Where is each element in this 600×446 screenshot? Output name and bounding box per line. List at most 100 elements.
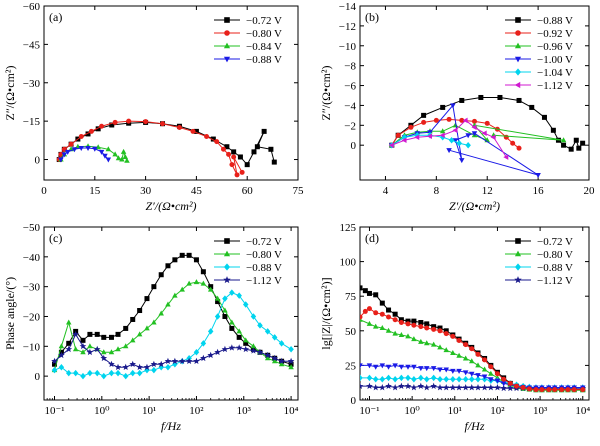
data-point [221, 345, 229, 353]
data-point [423, 384, 431, 391]
data-point [271, 334, 278, 341]
legend-marker [223, 56, 231, 63]
data-point [550, 127, 556, 133]
data-point [398, 364, 405, 370]
data-point [366, 363, 373, 369]
data-point [462, 117, 468, 124]
data-point [88, 128, 94, 134]
legend-label: −1.04 V [537, 67, 573, 79]
panel-label: (b) [365, 10, 379, 24]
data-point [430, 341, 437, 347]
data-point [144, 325, 150, 331]
data-point [450, 375, 456, 383]
data-point [459, 97, 465, 103]
legend-marker [514, 56, 522, 63]
y-tick-label: 125 [340, 222, 357, 234]
data-point [469, 358, 475, 364]
data-point [450, 103, 456, 109]
data-point [264, 355, 271, 361]
data-point [98, 149, 105, 155]
data-point [151, 284, 157, 290]
data-point [126, 118, 132, 124]
data-point [450, 349, 456, 355]
data-point [372, 375, 379, 383]
data-point [129, 369, 136, 377]
y-tick-label: −10 [23, 341, 41, 353]
data-point [129, 360, 137, 368]
data-point [385, 327, 392, 333]
data-point [278, 357, 285, 365]
data-point [137, 308, 143, 314]
data-point [378, 384, 386, 391]
data-point [398, 331, 405, 337]
data-point [72, 330, 79, 338]
data-point [392, 317, 398, 323]
legend-label: −1.00 V [537, 54, 573, 66]
data-point [229, 162, 235, 168]
data-point [488, 377, 494, 383]
data-point [179, 286, 185, 292]
data-point [503, 134, 509, 140]
data-point [379, 375, 386, 383]
data-point [288, 364, 294, 370]
data-point [366, 320, 373, 326]
x-tick-label: 4 [383, 185, 389, 197]
data-point [437, 325, 443, 331]
panel-label: (c) [49, 231, 62, 245]
data-point [171, 357, 179, 365]
data-point [385, 374, 392, 382]
data-point [360, 382, 364, 389]
data-point [478, 94, 484, 100]
data-point [560, 137, 567, 143]
legend-marker [515, 238, 521, 244]
data-point [165, 301, 171, 307]
data-point [529, 104, 535, 110]
series-line [54, 292, 292, 377]
data-point [392, 330, 398, 336]
data-point [207, 328, 214, 335]
y-tick-label: 50 [345, 326, 357, 338]
data-point [475, 373, 481, 379]
data-point [92, 146, 98, 152]
data-point [222, 313, 228, 319]
series-group [56, 118, 277, 178]
legend-marker [515, 30, 521, 36]
data-point [421, 119, 427, 125]
data-point [172, 257, 178, 263]
data-point [514, 383, 520, 389]
data-point [546, 387, 552, 393]
data-point [520, 385, 526, 391]
x-axis-label: f/Hz [161, 419, 181, 433]
legend-marker [224, 30, 230, 36]
y-tick-label: 0 [35, 371, 41, 383]
data-point [130, 316, 136, 322]
data-point [119, 156, 125, 162]
data-point [271, 354, 279, 362]
legend-marker [514, 68, 522, 76]
legend-marker [514, 42, 522, 49]
legend-marker [224, 238, 230, 244]
data-point [439, 128, 446, 134]
data-point [115, 346, 121, 352]
data-point [431, 324, 437, 330]
data-point [278, 361, 285, 367]
legend-label: −0.88 V [537, 15, 573, 27]
data-point [108, 369, 115, 377]
data-point [405, 318, 411, 324]
legend-label: −0.88 V [246, 262, 282, 274]
data-point [443, 331, 449, 337]
data-point [490, 134, 496, 140]
data-point [443, 375, 449, 383]
data-point [497, 94, 503, 100]
data-point [516, 97, 522, 103]
data-point [510, 140, 516, 146]
data-point [360, 285, 363, 291]
y-axis-label: Z″/(Ω•cm²) [3, 65, 17, 120]
legend-marker [223, 42, 231, 49]
data-point [136, 363, 143, 371]
data-point [433, 117, 439, 123]
y-tick-label: −6 [344, 81, 356, 93]
data-point [124, 157, 130, 163]
data-point [372, 364, 379, 370]
data-point [494, 378, 501, 384]
